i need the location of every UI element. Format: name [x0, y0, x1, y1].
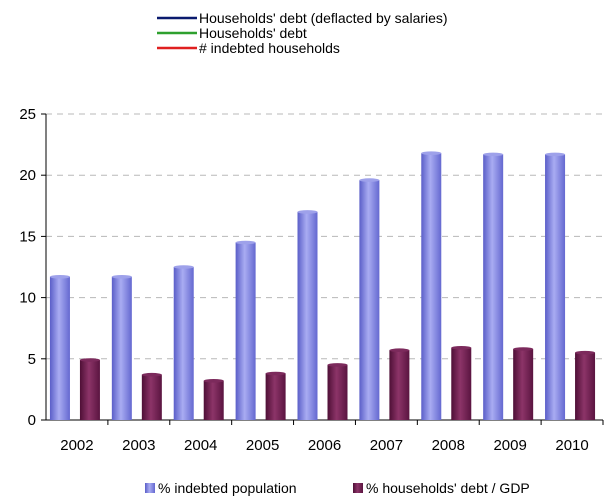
bar-indebted-population [235, 242, 256, 420]
gridlines [46, 113, 603, 360]
bar-cap [451, 345, 472, 350]
axes [45, 114, 603, 421]
bar-indebted-population [483, 154, 504, 420]
bar-cap [111, 274, 132, 279]
bar-cap [79, 358, 100, 362]
bars [49, 151, 596, 420]
bar-cap [265, 371, 286, 376]
bar-cap [575, 350, 596, 355]
legend-bar-swatch [353, 483, 363, 493]
bar-cap [203, 379, 224, 383]
bar-cap [297, 210, 318, 214]
bar-debt-gdp [327, 364, 348, 420]
legend-line-label: Households' debt (deflacted by salaries) [199, 10, 448, 26]
bar-debt-gdp [79, 360, 100, 420]
x-tick-label: 2006 [308, 437, 341, 454]
bar-debt-gdp [513, 349, 534, 420]
bar-cap [141, 372, 162, 377]
bar-indebted-population [49, 276, 70, 420]
bar-cap [545, 152, 566, 157]
bar-legend: % indebted population % households' debt … [145, 480, 530, 496]
bar-indebted-population [111, 276, 132, 420]
x-tick-label: 2010 [555, 437, 588, 454]
bar-indebted-population [545, 154, 566, 420]
bar-indebted-population [421, 153, 442, 420]
line-legend: Households' debt (deflacted by salaries)… [157, 10, 448, 56]
x-tick-label: 2003 [122, 437, 155, 454]
bar-debt-gdp [265, 373, 286, 420]
y-tick-label: 10 [19, 290, 36, 307]
bar-debt-gdp [203, 380, 224, 420]
x-tick-label: 2007 [370, 437, 403, 454]
legend-bar-swatch [145, 483, 155, 493]
legend-bar-label: % indebted population [158, 480, 297, 496]
bar-debt-gdp [141, 374, 162, 420]
bar-cap [483, 152, 504, 157]
y-tick-label: 5 [28, 351, 36, 368]
bar-debt-gdp [389, 350, 410, 420]
bar-cap [235, 240, 256, 245]
bar-cap [49, 274, 70, 279]
bar-cap [389, 348, 410, 353]
bar-debt-gdp [451, 347, 472, 420]
y-axis-ticks: 0 5 10 15 20 25 [19, 106, 46, 429]
bar-indebted-population [359, 180, 380, 420]
y-tick-label: 0 [28, 412, 36, 429]
bar-cap [421, 151, 442, 155]
x-tick-label: 2008 [432, 437, 465, 454]
bar-cap [513, 347, 534, 351]
bar-cap [173, 265, 194, 269]
bar-debt-gdp [575, 352, 596, 420]
y-tick-label: 15 [19, 228, 36, 245]
bar-indebted-population [173, 267, 194, 420]
x-tick-label: 2005 [246, 437, 279, 454]
legend-bar-label: % households' debt / GDP [366, 480, 530, 496]
bar-cap [327, 363, 348, 367]
y-tick-label: 20 [19, 167, 36, 184]
x-tick-label: 2004 [184, 437, 217, 454]
y-tick-label: 25 [19, 106, 36, 123]
x-tick-label: 2002 [60, 437, 93, 454]
bar-cap [359, 178, 380, 182]
x-axis-ticks: 2002 2003 2004 2005 2006 2007 2008 2009 2010 [60, 420, 604, 454]
bar-indebted-population [297, 211, 318, 420]
legend-line-label: # indebted households [199, 40, 340, 56]
legend-line-label: Households' debt [199, 25, 307, 41]
x-tick-label: 2009 [493, 437, 526, 454]
